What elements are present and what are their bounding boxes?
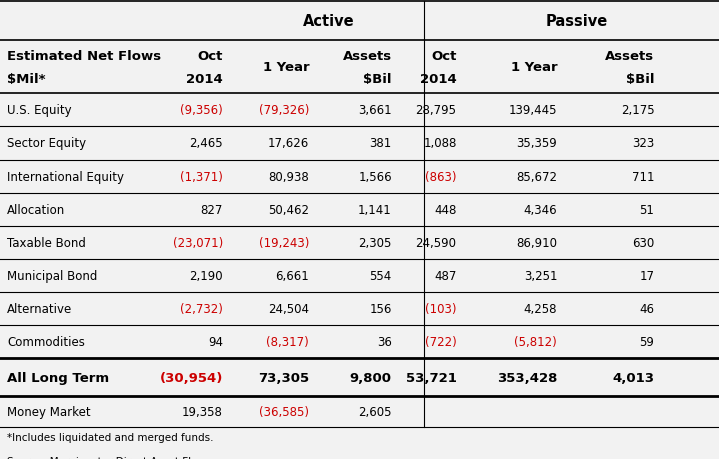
Text: 9,800: 9,800 <box>350 371 392 384</box>
Text: 323: 323 <box>632 137 654 150</box>
Text: Source: Morningstar Direct Asset Flows.: Source: Morningstar Direct Asset Flows. <box>7 456 215 459</box>
Text: 51: 51 <box>639 203 654 216</box>
Text: (9,356): (9,356) <box>180 104 223 117</box>
Text: 554: 554 <box>370 269 392 282</box>
Text: 630: 630 <box>632 236 654 249</box>
Text: (8,317): (8,317) <box>267 336 309 348</box>
Text: (19,243): (19,243) <box>259 236 309 249</box>
Text: Sector Equity: Sector Equity <box>7 137 86 150</box>
Text: 827: 827 <box>201 203 223 216</box>
Text: 24,590: 24,590 <box>416 236 457 249</box>
Text: $Bil: $Bil <box>363 73 392 86</box>
Text: 24,504: 24,504 <box>268 302 309 315</box>
Text: Passive: Passive <box>546 14 608 29</box>
Text: Oct: Oct <box>431 50 457 62</box>
Text: Municipal Bond: Municipal Bond <box>7 269 98 282</box>
Text: Estimated Net Flows: Estimated Net Flows <box>7 50 161 62</box>
Text: 1 Year: 1 Year <box>510 61 557 74</box>
Text: (23,071): (23,071) <box>173 236 223 249</box>
Text: Taxable Bond: Taxable Bond <box>7 236 86 249</box>
Text: (103): (103) <box>425 302 457 315</box>
Text: (30,954): (30,954) <box>160 371 223 384</box>
Text: 59: 59 <box>639 336 654 348</box>
FancyBboxPatch shape <box>0 2 719 41</box>
Text: Assets: Assets <box>605 50 654 62</box>
Text: 711: 711 <box>632 170 654 183</box>
Text: 46: 46 <box>639 302 654 315</box>
Text: 2014: 2014 <box>186 73 223 86</box>
Text: 1 Year: 1 Year <box>262 61 309 74</box>
Text: 1,566: 1,566 <box>358 170 392 183</box>
Text: 156: 156 <box>370 302 392 315</box>
Text: 4,258: 4,258 <box>523 302 557 315</box>
Text: International Equity: International Equity <box>7 170 124 183</box>
Text: 3,661: 3,661 <box>358 104 392 117</box>
Text: 94: 94 <box>208 336 223 348</box>
Text: 17: 17 <box>639 269 654 282</box>
Text: (79,326): (79,326) <box>259 104 309 117</box>
Text: 487: 487 <box>434 269 457 282</box>
Text: 35,359: 35,359 <box>516 137 557 150</box>
Text: 353,428: 353,428 <box>497 371 557 384</box>
Text: 53,721: 53,721 <box>406 371 457 384</box>
Text: (863): (863) <box>425 170 457 183</box>
Text: 1,141: 1,141 <box>358 203 392 216</box>
Text: Oct: Oct <box>198 50 223 62</box>
Text: 4,013: 4,013 <box>613 371 654 384</box>
Text: 2,465: 2,465 <box>189 137 223 150</box>
Text: 2,305: 2,305 <box>359 236 392 249</box>
Text: 85,672: 85,672 <box>516 170 557 183</box>
Text: 2,605: 2,605 <box>358 405 392 418</box>
Text: Commodities: Commodities <box>7 336 85 348</box>
Text: 4,346: 4,346 <box>523 203 557 216</box>
Text: 73,305: 73,305 <box>258 371 309 384</box>
Text: 1,088: 1,088 <box>423 137 457 150</box>
Text: 28,795: 28,795 <box>416 104 457 117</box>
Text: (36,585): (36,585) <box>259 405 309 418</box>
Text: (5,812): (5,812) <box>515 336 557 348</box>
Text: 19,358: 19,358 <box>182 405 223 418</box>
Text: $Bil: $Bil <box>626 73 654 86</box>
Text: 381: 381 <box>370 137 392 150</box>
Text: (1,371): (1,371) <box>180 170 223 183</box>
Text: 86,910: 86,910 <box>516 236 557 249</box>
Text: $Mil*: $Mil* <box>7 73 46 86</box>
Text: 50,462: 50,462 <box>268 203 309 216</box>
Text: Allocation: Allocation <box>7 203 65 216</box>
Text: 17,626: 17,626 <box>268 137 309 150</box>
Text: Alternative: Alternative <box>7 302 73 315</box>
Text: U.S. Equity: U.S. Equity <box>7 104 72 117</box>
Text: 2014: 2014 <box>420 73 457 86</box>
Text: (722): (722) <box>425 336 457 348</box>
Text: Active: Active <box>303 14 354 29</box>
Text: Money Market: Money Market <box>7 405 91 418</box>
Text: Assets: Assets <box>343 50 392 62</box>
FancyBboxPatch shape <box>0 41 719 94</box>
Text: 448: 448 <box>434 203 457 216</box>
Text: 2,175: 2,175 <box>620 104 654 117</box>
Text: 36: 36 <box>377 336 392 348</box>
Text: 3,251: 3,251 <box>523 269 557 282</box>
Text: *Includes liquidated and merged funds.: *Includes liquidated and merged funds. <box>7 432 214 442</box>
Text: 80,938: 80,938 <box>268 170 309 183</box>
Text: 139,445: 139,445 <box>509 104 557 117</box>
Text: (2,732): (2,732) <box>180 302 223 315</box>
Text: 2,190: 2,190 <box>189 269 223 282</box>
Text: 6,661: 6,661 <box>275 269 309 282</box>
Text: All Long Term: All Long Term <box>7 371 109 384</box>
